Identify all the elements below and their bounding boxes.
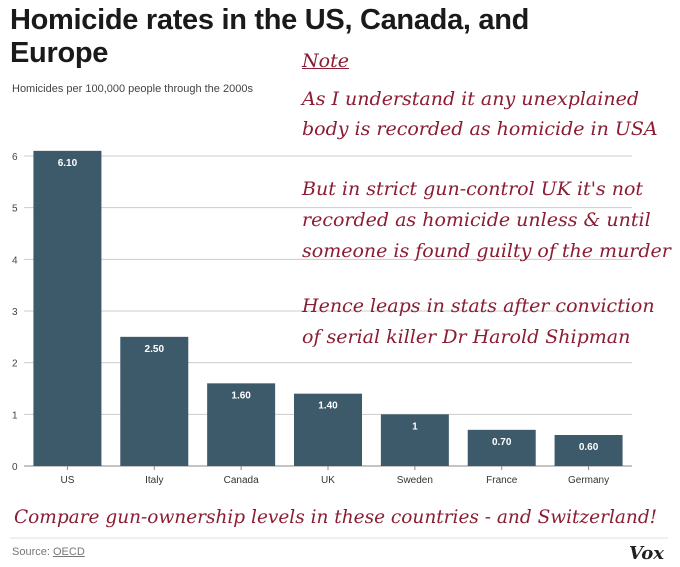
y-tick-label: 6 <box>12 152 18 163</box>
bar-value-label: 1.60 <box>231 390 251 401</box>
bar-value-label: 1.40 <box>318 401 338 412</box>
note-paragraph-1: As I understand it any unexplained body … <box>302 84 658 144</box>
bar-value-label: 2.50 <box>145 344 165 355</box>
source-link[interactable]: OECD <box>52 546 85 558</box>
source-label: Source: <box>12 546 50 558</box>
y-tick-label: 0 <box>12 462 18 473</box>
bar-value-label: 0.60 <box>579 442 599 453</box>
bar <box>120 336 189 466</box>
note-line: someone is found guilty of the murder <box>302 240 671 262</box>
y-tick-label: 2 <box>12 359 18 370</box>
bar-value-label: 1 <box>412 421 418 432</box>
x-tick-label: US <box>60 475 74 486</box>
note-line: recorded as homicide unless & until <box>302 209 651 231</box>
y-tick-label: 4 <box>12 255 18 266</box>
bar-value-label: 0.70 <box>492 437 512 448</box>
x-tick-label: France <box>486 475 518 486</box>
bar <box>380 414 449 466</box>
x-tick-label: Italy <box>145 475 163 486</box>
chart-title: Homicide rates in the US, Canada, and Eu… <box>10 4 530 69</box>
x-tick-label: Germany <box>568 475 609 486</box>
y-tick-label: 3 <box>12 307 18 318</box>
y-tick-label: 5 <box>12 204 18 215</box>
note-line: body is recorded as homicide in USA <box>302 118 658 140</box>
bar <box>207 383 276 466</box>
chart-subtitle: Homicides per 100,000 people through the… <box>12 83 253 95</box>
x-tick-label: Sweden <box>397 475 433 486</box>
source-credit: Source: OECD <box>12 546 85 558</box>
bar <box>33 150 102 467</box>
note-paragraph-3: Hence leaps in stats after conviction of… <box>302 291 655 353</box>
vox-logo: Vox <box>628 543 664 564</box>
note-line: As I understand it any unexplained <box>302 88 639 110</box>
bar <box>467 429 536 466</box>
note-heading: Note <box>302 50 349 72</box>
footer-annotation: Compare gun-ownership levels in these co… <box>14 507 658 528</box>
note-paragraph-2: But in strict gun-control UK it's not re… <box>302 174 671 267</box>
note-line: But in strict gun-control UK it's not <box>302 178 644 200</box>
note-line: of serial killer Dr Harold Shipman <box>302 326 631 348</box>
x-tick-label: UK <box>321 475 335 486</box>
bar <box>554 435 623 466</box>
bar-value-label: 6.10 <box>58 158 78 169</box>
bar <box>294 393 362 466</box>
note-line: Hence leaps in stats after conviction <box>302 295 655 317</box>
x-tick-label: Canada <box>224 475 259 486</box>
y-tick-label: 1 <box>12 410 18 421</box>
